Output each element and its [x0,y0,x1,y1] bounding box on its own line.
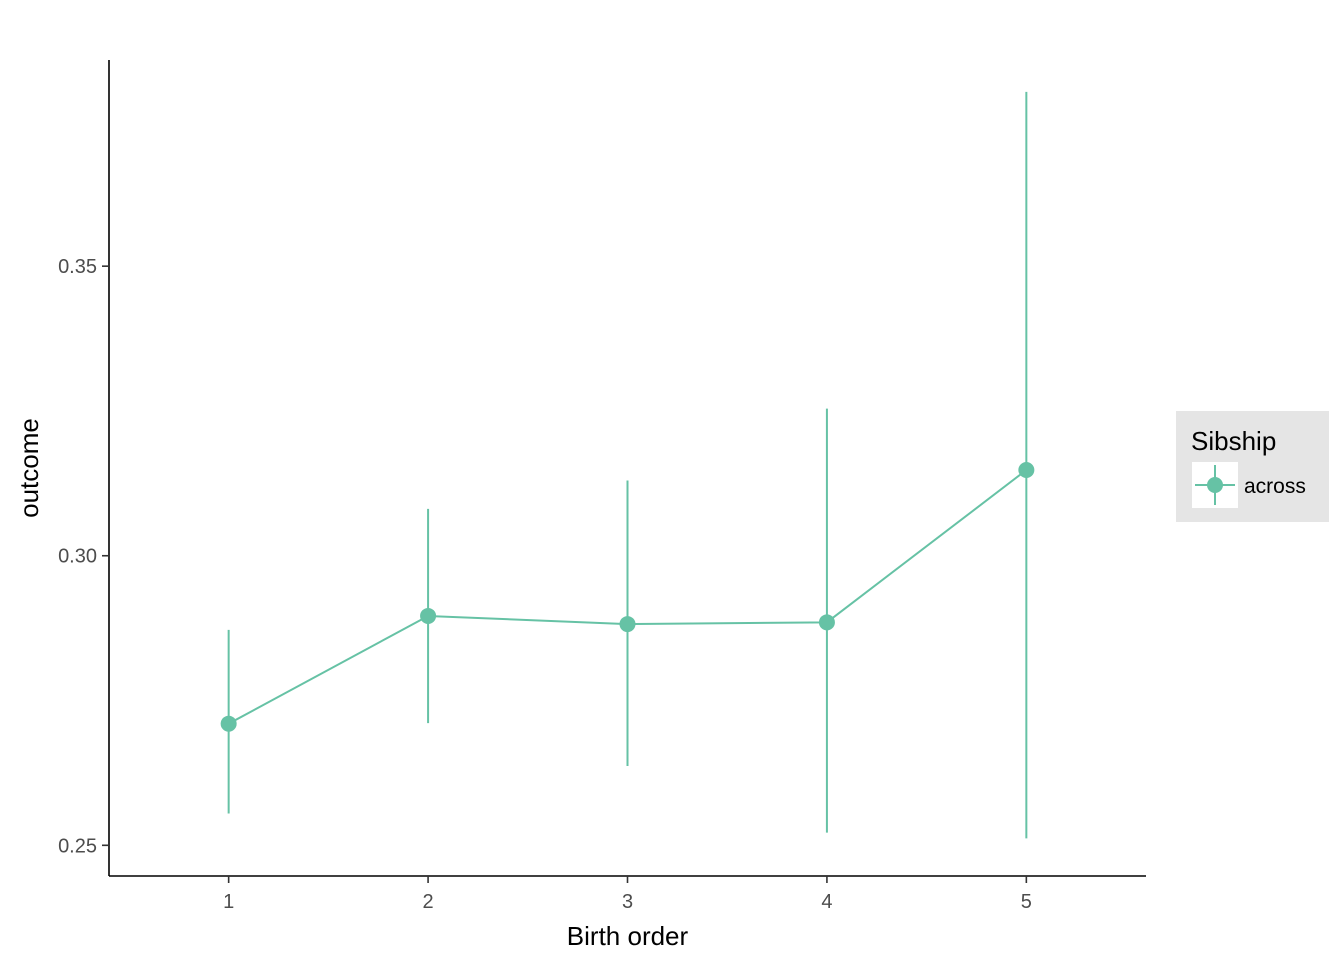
y-tick-label: 0.30 [58,546,97,568]
y-ticks: 0.25 0.30 0.35 [58,256,109,857]
y-tick-label: 0.35 [58,256,97,278]
x-ticks: 1 2 3 4 5 [223,876,1032,913]
y-tick-label: 0.25 [58,835,97,857]
legend-key-point [1207,477,1223,493]
legend-title: Sibship [1191,426,1276,456]
data-point [220,715,237,732]
x-tick-label: 3 [622,891,633,913]
x-tick-label: 2 [423,891,434,913]
x-tick-label: 5 [1021,891,1032,913]
x-axis-title: Birth order [567,921,689,951]
error-bars [227,91,1028,839]
legend-label-across: across [1244,475,1306,498]
data-point [1018,462,1035,479]
data-point [420,607,437,624]
y-axis-title: outcome [14,418,44,518]
legend: Sibship across [1176,411,1329,522]
data-points [220,462,1035,732]
data-point [619,616,636,633]
x-tick-label: 1 [223,891,234,913]
data-point [818,614,835,631]
x-tick-label: 4 [821,891,832,913]
